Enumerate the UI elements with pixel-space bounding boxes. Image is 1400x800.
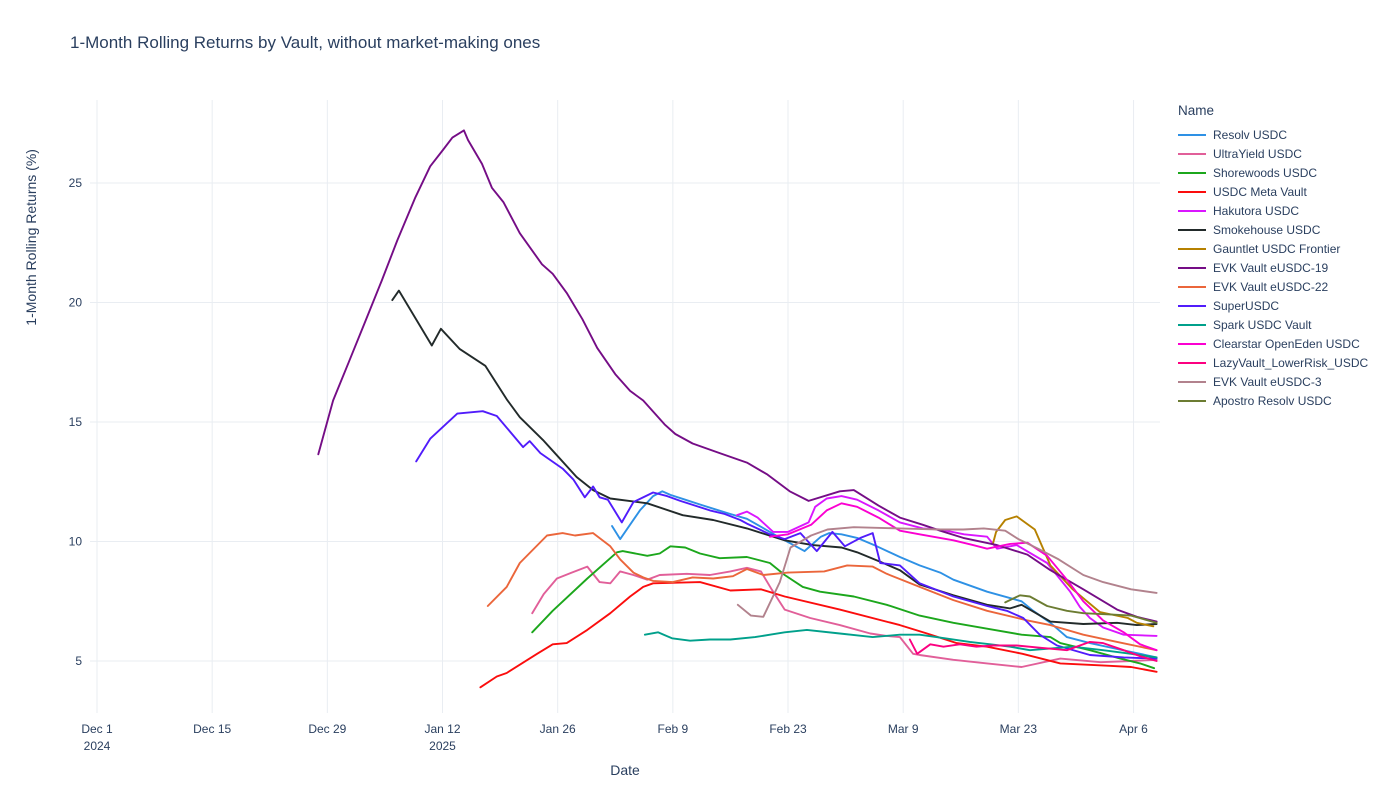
legend-item[interactable]: Clearstar OpenEden USDC [1178, 334, 1398, 353]
legend-label: EVK Vault eUSDC-19 [1213, 260, 1329, 275]
series-line[interactable] [486, 532, 1158, 652]
legend-item[interactable]: LazyVault_LowerRisk_USDC [1178, 353, 1398, 372]
legend-label: Clearstar OpenEden USDC [1213, 336, 1360, 351]
x-tick-label: Jan 26 [540, 722, 576, 736]
legend-title: Name [1178, 103, 1215, 118]
chart-title: 1-Month Rolling Returns by Vault, withou… [70, 33, 541, 52]
x-tick-label: Mar 9 [888, 722, 919, 736]
y-tick-label: 20 [69, 296, 83, 310]
legend-swatch-line [1178, 380, 1206, 383]
legend-label: Shorewoods USDC [1213, 165, 1318, 180]
legend-swatch-line [1178, 171, 1206, 174]
legend-item[interactable]: USDC Meta Vault [1178, 182, 1398, 201]
legend-item[interactable]: Apostro Resolv USDC [1178, 391, 1398, 410]
legend-label: USDC Meta Vault [1213, 184, 1307, 199]
legend-label: LazyVault_LowerRisk_USDC [1213, 355, 1369, 370]
legend-swatch-line [1178, 342, 1206, 345]
series-line[interactable] [415, 410, 1158, 660]
series-line[interactable] [531, 545, 1156, 670]
series-line[interactable] [531, 565, 1158, 668]
legend-items: Resolv USDC UltraYield USDC Shorewoods USD… [1178, 125, 1398, 410]
legend-swatch-line [1178, 228, 1206, 231]
y-tick-label: 10 [69, 535, 83, 549]
legend-label: UltraYield USDC [1213, 146, 1302, 161]
legend-label: Smokehouse USDC [1213, 222, 1321, 237]
legend-item[interactable]: Gauntlet USDC Frontier [1178, 239, 1398, 258]
x-tick-label: Dec 15 [193, 722, 231, 736]
plot-background[interactable] [90, 100, 1160, 713]
legend-item[interactable]: Resolv USDC [1178, 125, 1398, 144]
x-tick-sublabel: 2025 [429, 739, 456, 753]
legend-label: Hakutora USDC [1213, 203, 1300, 218]
series-line[interactable] [1004, 594, 1158, 624]
x-tick-label: Dec 1 [81, 722, 113, 736]
legend-swatch-line [1178, 323, 1206, 326]
legend-swatch-line [1178, 247, 1206, 250]
legend-swatch-line [1178, 399, 1206, 402]
legend-item[interactable]: EVK Vault eUSDC-22 [1178, 277, 1398, 296]
legend-label: SuperUSDC [1213, 298, 1280, 313]
legend-item[interactable]: Smokehouse USDC [1178, 220, 1398, 239]
series-line[interactable] [479, 581, 1158, 689]
x-tick-sublabel: 2024 [84, 739, 111, 753]
legend-label: Resolv USDC [1213, 127, 1288, 142]
series-line[interactable] [991, 515, 1155, 628]
legend-swatch-line [1178, 266, 1206, 269]
x-tick-label: Feb 9 [658, 722, 689, 736]
legend-item[interactable]: EVK Vault eUSDC-19 [1178, 258, 1398, 277]
series-line[interactable] [908, 638, 1158, 662]
x-tick-label: Apr 6 [1119, 722, 1148, 736]
legend-label: Gauntlet USDC Frontier [1213, 241, 1341, 256]
legend-item[interactable]: EVK Vault eUSDC-3 [1178, 372, 1398, 391]
legend-swatch-line [1178, 361, 1206, 364]
x-axis-title: Date [610, 762, 640, 778]
x-tick-label: Mar 23 [1000, 722, 1038, 736]
x-tick-label: Dec 29 [308, 722, 346, 736]
y-tick-label: 5 [75, 654, 82, 668]
x-tick-label: Feb 23 [769, 722, 807, 736]
legend-swatch-line [1178, 190, 1206, 193]
legend-swatch-line [1178, 285, 1206, 288]
legend-label: Spark USDC Vault [1213, 317, 1312, 332]
legend-swatch-line [1178, 304, 1206, 307]
legend-swatch-line [1178, 209, 1206, 212]
y-tick-label: 25 [69, 176, 83, 190]
legend-item[interactable]: SuperUSDC [1178, 296, 1398, 315]
y-axis-title: 1-Month Rolling Returns (%) [23, 149, 39, 326]
legend-item[interactable]: UltraYield USDC [1178, 144, 1398, 163]
series-line[interactable] [391, 289, 1158, 627]
legend-label: EVK Vault eUSDC-3 [1213, 374, 1322, 389]
legend-item[interactable]: Hakutora USDC [1178, 201, 1398, 220]
legend-swatch-line [1178, 152, 1206, 155]
legend-item[interactable]: Spark USDC Vault [1178, 315, 1398, 334]
x-tick-label: Jan 12 [424, 722, 460, 736]
legend: Name Resolv USDC UltraYield USDC Shorewood… [1178, 103, 1398, 410]
series-line[interactable] [736, 526, 1158, 618]
legend-label: EVK Vault eUSDC-22 [1213, 279, 1329, 294]
y-tick-label: 15 [69, 415, 83, 429]
legend-swatch-line [1178, 133, 1206, 136]
series-line[interactable] [317, 129, 1158, 623]
legend-label: Apostro Resolv USDC [1213, 393, 1332, 408]
legend-item[interactable]: Shorewoods USDC [1178, 163, 1398, 182]
